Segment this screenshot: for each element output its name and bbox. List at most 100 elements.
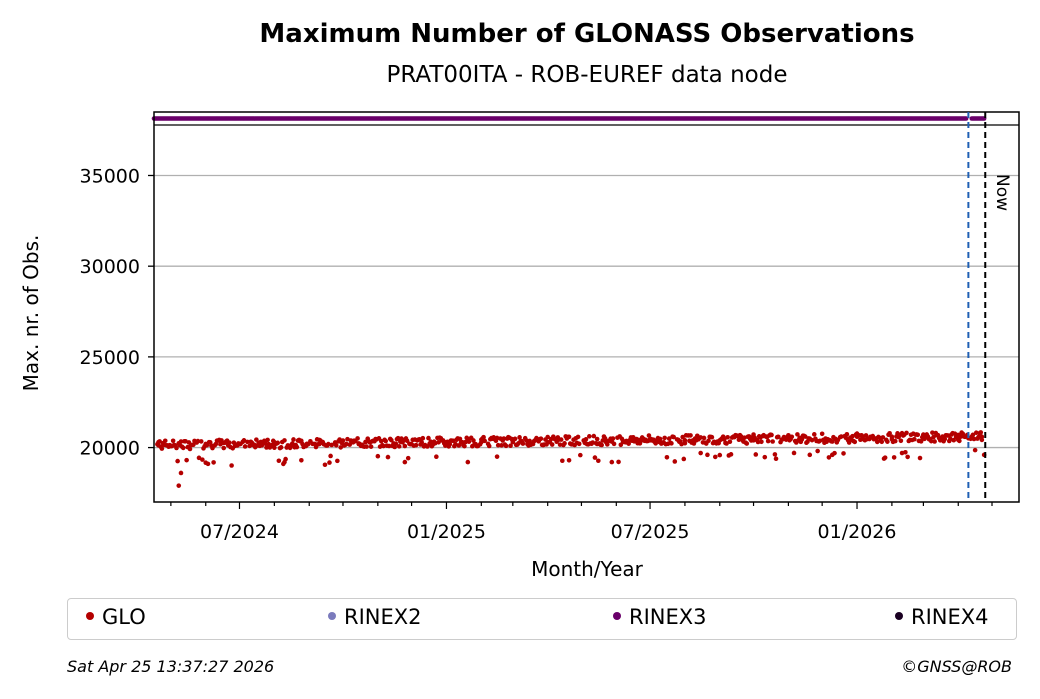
glo-point (221, 445, 227, 451)
y-axis-label: Max. nr. of Obs. (19, 235, 43, 392)
glo-point (755, 439, 761, 445)
x-tick-label: 01/2025 (407, 521, 486, 543)
glo-point (471, 438, 476, 443)
glo-point (744, 441, 750, 446)
glo-point (355, 436, 360, 441)
glo-point (317, 441, 322, 447)
glo-point (170, 438, 176, 444)
glo-point (662, 435, 667, 441)
glo-point (664, 454, 670, 460)
glo-point (688, 433, 693, 438)
glo-point (772, 452, 778, 457)
glo-point (717, 452, 723, 458)
glo-point (520, 441, 526, 446)
glo-point (698, 450, 703, 456)
glo-point (560, 458, 565, 464)
glo-point (759, 439, 764, 445)
glo-point (299, 457, 304, 463)
glo-point (495, 442, 501, 448)
glo-point (396, 444, 402, 449)
glo-point (176, 483, 182, 488)
glo-point (844, 431, 850, 437)
legend-label-glo: GLO (102, 605, 146, 629)
glo-point (762, 454, 768, 460)
x-axis-ticks: 07/2024 01/2025 07/2025 01/2026 (170, 502, 993, 543)
y-tick-label: 20000 (80, 438, 140, 460)
glo-point (591, 433, 597, 439)
glo-point (322, 462, 328, 468)
glo-point (725, 434, 730, 440)
glo-point (815, 448, 820, 454)
glo-point (333, 442, 339, 448)
glo-point (724, 441, 729, 446)
glo-point (503, 443, 509, 449)
glo-point (168, 443, 174, 449)
glo-point (594, 436, 600, 442)
glo-point (479, 439, 484, 445)
glo-point (616, 459, 621, 465)
glo-point (203, 441, 209, 447)
glo-point (918, 439, 924, 444)
glo-point (904, 430, 909, 436)
glo-point (978, 430, 984, 435)
glo-point (887, 430, 892, 436)
glo-point (156, 439, 161, 445)
glo-point (770, 439, 775, 444)
glo-point (928, 438, 934, 444)
glo-point (669, 441, 674, 446)
glo-point (795, 432, 800, 437)
glo-point (882, 455, 888, 460)
glo-point (917, 455, 923, 461)
glo-point (955, 432, 961, 438)
glo-point (583, 437, 589, 442)
glo-point (769, 432, 774, 438)
glo-point (413, 442, 419, 448)
glo-point (242, 444, 248, 449)
glo-point (196, 455, 202, 461)
glo-point (979, 434, 985, 439)
legend-label-rinex4: RINEX4 (911, 605, 989, 629)
glo-point (447, 441, 453, 447)
glo-point (229, 463, 234, 468)
glo-point (829, 439, 835, 444)
glo-point (402, 459, 408, 465)
glo-point (889, 434, 895, 439)
glo-point (335, 458, 340, 464)
legend-label-rinex2: RINEX2 (344, 605, 422, 629)
glo-point (705, 452, 710, 458)
glo-point (508, 443, 513, 449)
glo-point (701, 435, 707, 441)
glo-point (905, 454, 910, 460)
data-points (151, 116, 987, 488)
glo-point (791, 450, 797, 456)
glo-point (386, 443, 392, 449)
glo-point (698, 435, 703, 440)
glo-point (566, 434, 572, 440)
glo-point (465, 459, 471, 465)
glo-point (187, 446, 193, 452)
glo-point (863, 433, 869, 438)
glo-point (576, 441, 582, 447)
glo-point (826, 455, 832, 460)
glo-point (524, 438, 529, 443)
glo-point (549, 442, 555, 447)
x-axis-label: Month/Year (531, 557, 644, 581)
glo-point (721, 437, 727, 442)
glo-point (419, 440, 425, 445)
glo-point (976, 434, 981, 440)
glo-point (420, 435, 426, 441)
grid-lines (154, 174, 1019, 449)
glo-point (195, 438, 201, 444)
glo-point (558, 437, 564, 442)
glo-point (712, 454, 718, 460)
glo-point (282, 459, 287, 465)
plot-frame (153, 111, 1020, 503)
glo-point (562, 441, 567, 446)
glo-point (599, 442, 604, 448)
glo-point (838, 434, 844, 439)
glo-point (898, 438, 904, 444)
footer-timestamp: Sat Apr 25 13:37:27 2026 (67, 657, 275, 676)
glo-point (329, 442, 335, 448)
glo-point (626, 441, 631, 446)
